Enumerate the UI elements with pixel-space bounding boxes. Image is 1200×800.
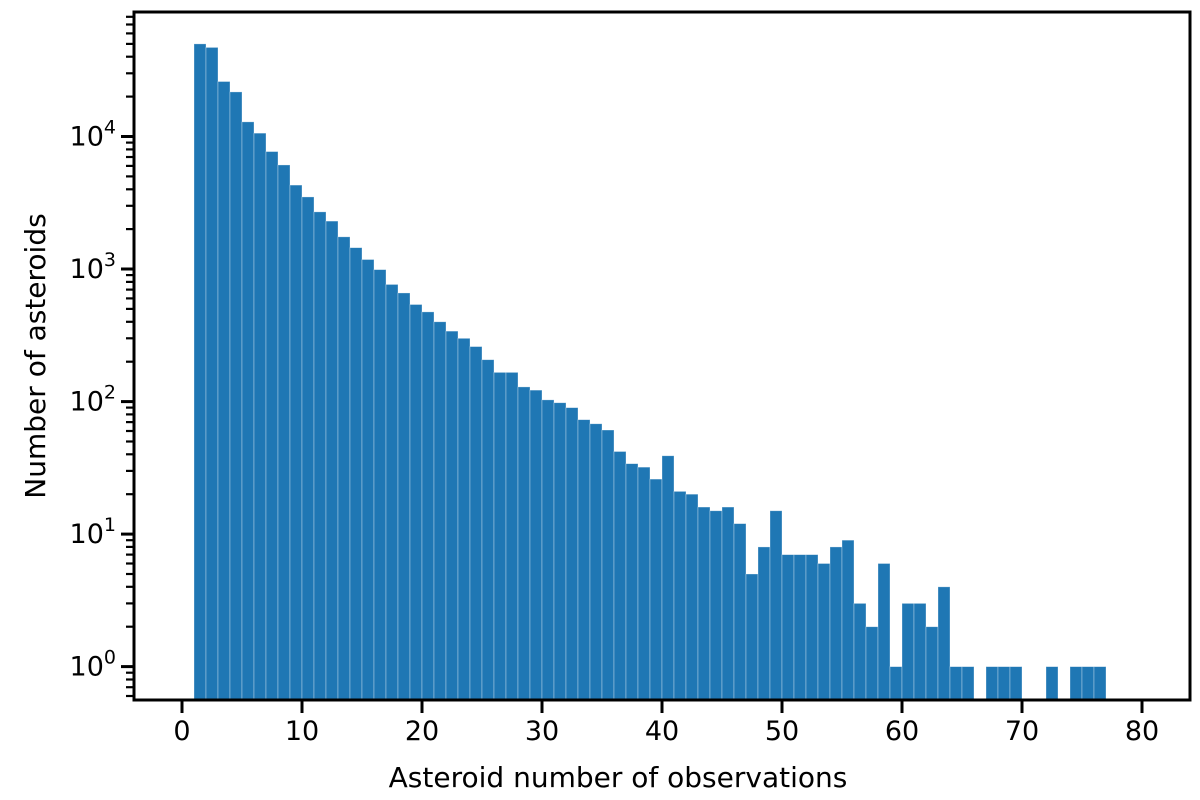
- histogram-bar: [277, 164, 291, 701]
- x-tick-label: 80: [1125, 716, 1159, 747]
- histogram-bar: [637, 466, 651, 701]
- histogram-bar: [565, 407, 579, 701]
- histogram-bar: [721, 506, 735, 701]
- histogram-bar: [781, 554, 795, 701]
- histogram-bar: [433, 321, 447, 701]
- y-tick-label: 102: [70, 382, 116, 418]
- histogram-bar: [649, 478, 663, 701]
- histogram-bar: [877, 563, 891, 701]
- histogram-bar: [373, 269, 387, 701]
- histogram-bar: [625, 463, 639, 701]
- histogram-bar: [1009, 666, 1023, 701]
- x-tick-label: 60: [885, 716, 919, 747]
- histogram-bar: [733, 523, 747, 701]
- histogram-bar: [1093, 666, 1107, 701]
- histogram-bar: [421, 311, 435, 701]
- histogram-bar: [553, 402, 567, 701]
- y-tick-exponent: 4: [104, 117, 116, 139]
- x-tick-label: 0: [173, 716, 190, 747]
- histogram-bar: [925, 626, 939, 701]
- histogram-bar: [661, 455, 675, 701]
- histogram-bar: [337, 236, 351, 701]
- histogram-bar: [409, 304, 423, 701]
- y-tick-label: 100: [70, 647, 116, 683]
- histogram-bar: [937, 586, 951, 701]
- histogram-bar: [1069, 666, 1083, 701]
- histogram-bar: [709, 510, 723, 701]
- histogram-bar: [673, 491, 687, 701]
- y-tick-exponent: 0: [104, 647, 116, 669]
- histogram-bar: [517, 386, 531, 701]
- histogram-bar: [529, 389, 543, 701]
- bars-layer: [193, 43, 1107, 701]
- x-tick-label: 40: [645, 716, 679, 747]
- histogram-bar: [841, 539, 855, 701]
- histogram-bar: [505, 372, 519, 701]
- y-tick-label: 103: [70, 249, 116, 285]
- histogram-bar: [457, 337, 471, 701]
- x-tick-label: 30: [525, 716, 559, 747]
- histogram-bar: [697, 506, 711, 701]
- y-axis-label: Number of asteroids: [19, 213, 52, 498]
- histogram-bar: [265, 151, 279, 701]
- histogram-bar: [253, 132, 267, 701]
- histogram-bar: [997, 666, 1011, 701]
- histogram-bar: [865, 626, 879, 701]
- histogram-bar: [241, 121, 255, 701]
- histogram-bar: [853, 603, 867, 701]
- histogram-bar: [1081, 666, 1095, 701]
- histogram-bar: [217, 81, 231, 701]
- x-tick-label: 10: [285, 716, 319, 747]
- histogram-bar: [829, 546, 843, 701]
- histogram-bar: [397, 292, 411, 701]
- histogram-bar: [685, 493, 699, 701]
- histogram-bar: [541, 399, 555, 701]
- histogram-bar: [1045, 666, 1059, 701]
- histogram-bar: [769, 510, 783, 701]
- histogram-bar: [385, 284, 399, 701]
- histogram-bar: [793, 554, 807, 701]
- histogram-bar: [229, 91, 243, 701]
- histogram-bar: [349, 247, 363, 701]
- y-tick-exponent: 3: [104, 249, 116, 271]
- histogram-bar: [289, 184, 303, 701]
- x-axis-label: Asteroid number of observations: [389, 761, 848, 794]
- histogram-bar: [901, 603, 915, 701]
- x-tick-label: 20: [405, 716, 439, 747]
- histogram-bar: [817, 563, 831, 701]
- histogram-bar: [961, 666, 975, 701]
- histogram-bar: [805, 554, 819, 701]
- histogram-bar: [469, 346, 483, 701]
- histogram-bar: [301, 196, 315, 701]
- histogram-bar: [361, 259, 375, 701]
- y-tick-label: 101: [70, 514, 116, 550]
- histogram-bar: [313, 211, 327, 701]
- histogram-bar: [481, 359, 495, 701]
- histogram-bar: [577, 419, 591, 701]
- y-tick-exponent: 1: [104, 514, 116, 536]
- histogram-bar: [745, 573, 759, 701]
- histogram-bar: [613, 451, 627, 701]
- x-tick-label: 70: [1005, 716, 1039, 747]
- histogram-bar: [445, 330, 459, 701]
- y-tick-label: 104: [70, 117, 116, 153]
- histogram-bar: [493, 372, 507, 701]
- histogram-bar: [985, 666, 999, 701]
- histogram-bar: [193, 43, 207, 701]
- histogram-bar: [949, 666, 963, 701]
- y-tick-exponent: 2: [104, 382, 116, 404]
- histogram-bar: [757, 546, 771, 701]
- histogram-bar: [589, 423, 603, 701]
- histogram-bar: [889, 666, 903, 701]
- histogram-bar: [325, 220, 339, 701]
- histogram-bar: [913, 603, 927, 701]
- x-tick-label: 50: [765, 716, 799, 747]
- histogram-bar: [601, 429, 615, 701]
- histogram-bar: [205, 47, 219, 701]
